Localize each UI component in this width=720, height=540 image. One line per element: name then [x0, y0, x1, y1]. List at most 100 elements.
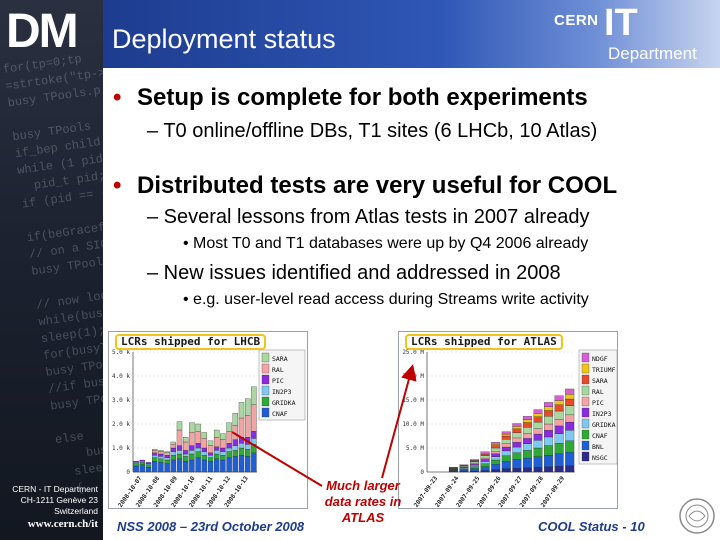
bar-segment — [565, 388, 575, 395]
atlas-chart: 05.0 M10.0 M15.0 M20.0 M25.0 M2007-09-23… — [399, 332, 617, 508]
legend-label: PIC — [592, 399, 604, 407]
y-tick-label: 15.0 M — [402, 397, 424, 404]
legend-swatch — [581, 363, 590, 374]
bar-segment — [152, 449, 158, 451]
bullet-item: • Setup is complete for both experiments — [113, 84, 588, 112]
legend-label: SARA — [272, 355, 288, 363]
legend-swatch — [261, 396, 270, 407]
bar-segment — [158, 450, 164, 452]
sidebar-footer-line: Switzerland — [54, 506, 98, 516]
bar-segment — [480, 451, 490, 454]
legend-swatch — [261, 385, 270, 396]
y-tick-label: 1.0 k — [112, 445, 130, 452]
legend-swatch — [581, 352, 590, 363]
y-tick-label: 0 — [126, 469, 130, 476]
bullet-text: Setup is complete for both experiments — [137, 84, 588, 111]
legend-label: RAL — [592, 388, 604, 396]
arrow-to-lhcb — [231, 431, 323, 487]
legend-swatch — [581, 418, 590, 429]
legend-swatch — [581, 374, 590, 385]
sidebar: for(tp=0;tp =strtoke("tp->second busy TP… — [0, 0, 103, 540]
y-tick-label: 0 — [420, 469, 424, 476]
bar-segment — [245, 398, 251, 416]
atlas-chart-title: LCRs shipped for ATLAS — [405, 334, 563, 350]
y-tick-label: 5.0 k — [112, 349, 130, 356]
legend-label: IN2P3 — [592, 410, 612, 418]
bar-segment — [207, 440, 214, 446]
bar-segment — [145, 462, 152, 464]
legend-label: PIC — [272, 377, 284, 385]
bar-segment — [238, 402, 245, 419]
cern-logo-text: CERN — [554, 12, 599, 29]
legend-label: TRIUMF — [592, 366, 616, 374]
legend-swatch — [581, 451, 590, 462]
legend-label: BNL — [592, 443, 604, 451]
legend-swatch — [581, 440, 590, 451]
legend-label: SARA — [592, 377, 608, 385]
legend-swatch — [261, 374, 270, 385]
bar-segment — [554, 395, 564, 401]
legend-label: CNAF — [272, 410, 288, 418]
legend-swatch — [581, 429, 590, 440]
legend-swatch — [581, 407, 590, 418]
bar-segment — [544, 402, 554, 407]
y-tick-label: 5.0 M — [406, 445, 424, 452]
slide-header: Deployment status CERN IT Department — [103, 0, 720, 68]
bullet-item: • Distributed tests are very useful for C… — [113, 172, 617, 200]
bar-segment — [189, 422, 195, 433]
it-logo-text: IT — [604, 2, 638, 44]
bar-segment — [232, 413, 238, 426]
legend-swatch — [261, 407, 270, 418]
bar-segment — [214, 429, 220, 438]
bar-segment — [133, 461, 139, 463]
bar-segment — [512, 423, 522, 427]
legend-swatch — [581, 396, 590, 407]
sidebar-footer-line: CH-1211 Genève 23 — [20, 495, 98, 505]
cern-it-logo: CERN IT Department — [552, 2, 714, 64]
y-tick-label: 25.0 M — [402, 349, 424, 356]
legend-label: IN2P3 — [272, 388, 292, 396]
annotation-text: Much larger data rates in ATLAS — [324, 478, 402, 525]
legend-label: RAL — [272, 366, 284, 374]
sidebar-footer: CERN - IT Department CH-1211 Genève 23 S… — [0, 484, 98, 530]
bar-segment — [139, 459, 145, 462]
lhcb-chart-panel: 0 1.0 k 2.0 k 3.0 k 4.0 k 5.0 k 2008-10-07 2008… — [108, 331, 308, 509]
sidebar-footer-line: CERN - IT Department — [12, 484, 98, 494]
legend-label: NSGC — [592, 454, 608, 462]
bullet-mark: • — [113, 172, 122, 199]
bar-segment — [201, 432, 207, 439]
bar-segment — [183, 437, 189, 443]
bar-segment — [220, 433, 226, 440]
atlas-chart-panel: 0 5.0 M 10.0 M 15.0 M 20.0 M 25.0 M 2007-09-23… — [398, 331, 618, 509]
bar-segment — [533, 409, 543, 414]
bar-segment — [501, 431, 511, 435]
lhcb-chart-title: LCRs shipped for LHCB — [115, 334, 267, 350]
bar-segment — [491, 442, 501, 445]
bar-segment — [470, 459, 480, 461]
bar-segment — [522, 416, 532, 420]
bar-segment — [251, 386, 257, 405]
bullet-text: Distributed tests are very useful for CO… — [137, 172, 618, 199]
sub-sub-bullet-item: • Most T0 and T1 databases were up by Q4… — [183, 235, 589, 252]
bullet-mark: • — [113, 84, 122, 111]
sub-sub-bullet-item: • e.g. user-level read access during Str… — [183, 291, 589, 308]
arrow-to-atlas — [381, 364, 417, 479]
sub-bullet-item: – New issues identified and addressed in… — [147, 262, 561, 284]
dm-logo: DM — [6, 5, 79, 58]
legend-swatch — [581, 385, 590, 396]
legend-label: NDGF — [592, 355, 608, 363]
bar-segment — [176, 421, 183, 431]
y-tick-label: 10.0 M — [402, 421, 424, 428]
department-logo-text: Department — [608, 44, 697, 63]
bar-segment — [164, 451, 170, 453]
legend-label: CNAF — [592, 432, 608, 440]
footer-left: NSS 2008 – 23rd October 2008 — [117, 519, 305, 534]
bar-segment — [195, 423, 201, 432]
y-tick-label: 3.0 k — [112, 397, 130, 404]
legend-swatch — [261, 363, 270, 374]
bar-segment — [170, 441, 176, 445]
slide-title: Deployment status — [112, 24, 336, 54]
y-tick-label: 2.0 k — [112, 421, 130, 428]
sub-bullet-item: – T0 online/offline DBs, T1 sites (6 LHC… — [147, 120, 598, 142]
